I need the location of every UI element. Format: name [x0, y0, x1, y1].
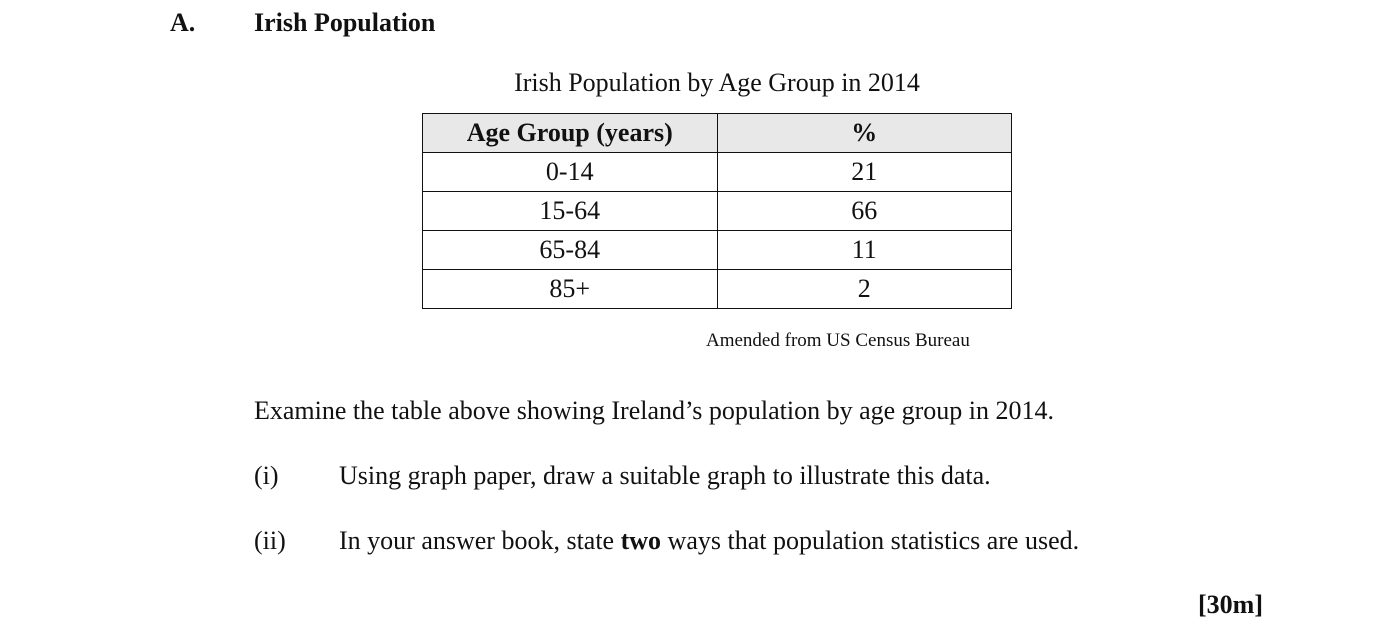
cell-age-group: 0-14	[422, 152, 718, 192]
question-2-text-before: In your answer book, state	[339, 526, 621, 555]
question-1-number: (i)	[254, 461, 279, 490]
table-caption: Irish Population by Age Group in 2014	[514, 68, 920, 97]
question-2-number: (ii)	[254, 526, 286, 555]
table-row: 0-14 21	[422, 152, 1012, 192]
question-2-text-after: ways that population statistics are used…	[661, 526, 1080, 555]
table-row: 15-64 66	[422, 191, 1012, 231]
cell-age-group: 15-64	[422, 191, 718, 231]
population-table: Age Group (years) % 0-14 21 15-64 66 65-…	[422, 113, 1012, 309]
cell-age-group: 65-84	[422, 230, 718, 270]
question-1-text: Using graph paper, draw a suitable graph…	[339, 461, 991, 490]
table-header-row: Age Group (years) %	[422, 113, 1012, 153]
marks-allocation: [30m]	[1198, 590, 1263, 619]
question-2-text: In your answer book, state two ways that…	[339, 526, 1079, 556]
cell-percent: 2	[716, 269, 1012, 309]
section-title: Irish Population	[254, 8, 436, 37]
cell-percent: 11	[716, 230, 1012, 270]
cell-age-group: 85+	[422, 269, 718, 309]
cell-percent: 66	[716, 191, 1012, 231]
instruction-text: Examine the table above showing Ireland’…	[254, 396, 1055, 425]
table-source: Amended from US Census Bureau	[706, 330, 970, 351]
section-letter: A.	[170, 8, 196, 37]
question-2-text-bold: two	[620, 526, 662, 555]
table-row: 85+ 2	[422, 269, 1012, 309]
header-age-group: Age Group (years)	[422, 113, 718, 153]
cell-percent: 21	[716, 152, 1012, 192]
header-percent: %	[716, 113, 1012, 153]
table-row: 65-84 11	[422, 230, 1012, 270]
